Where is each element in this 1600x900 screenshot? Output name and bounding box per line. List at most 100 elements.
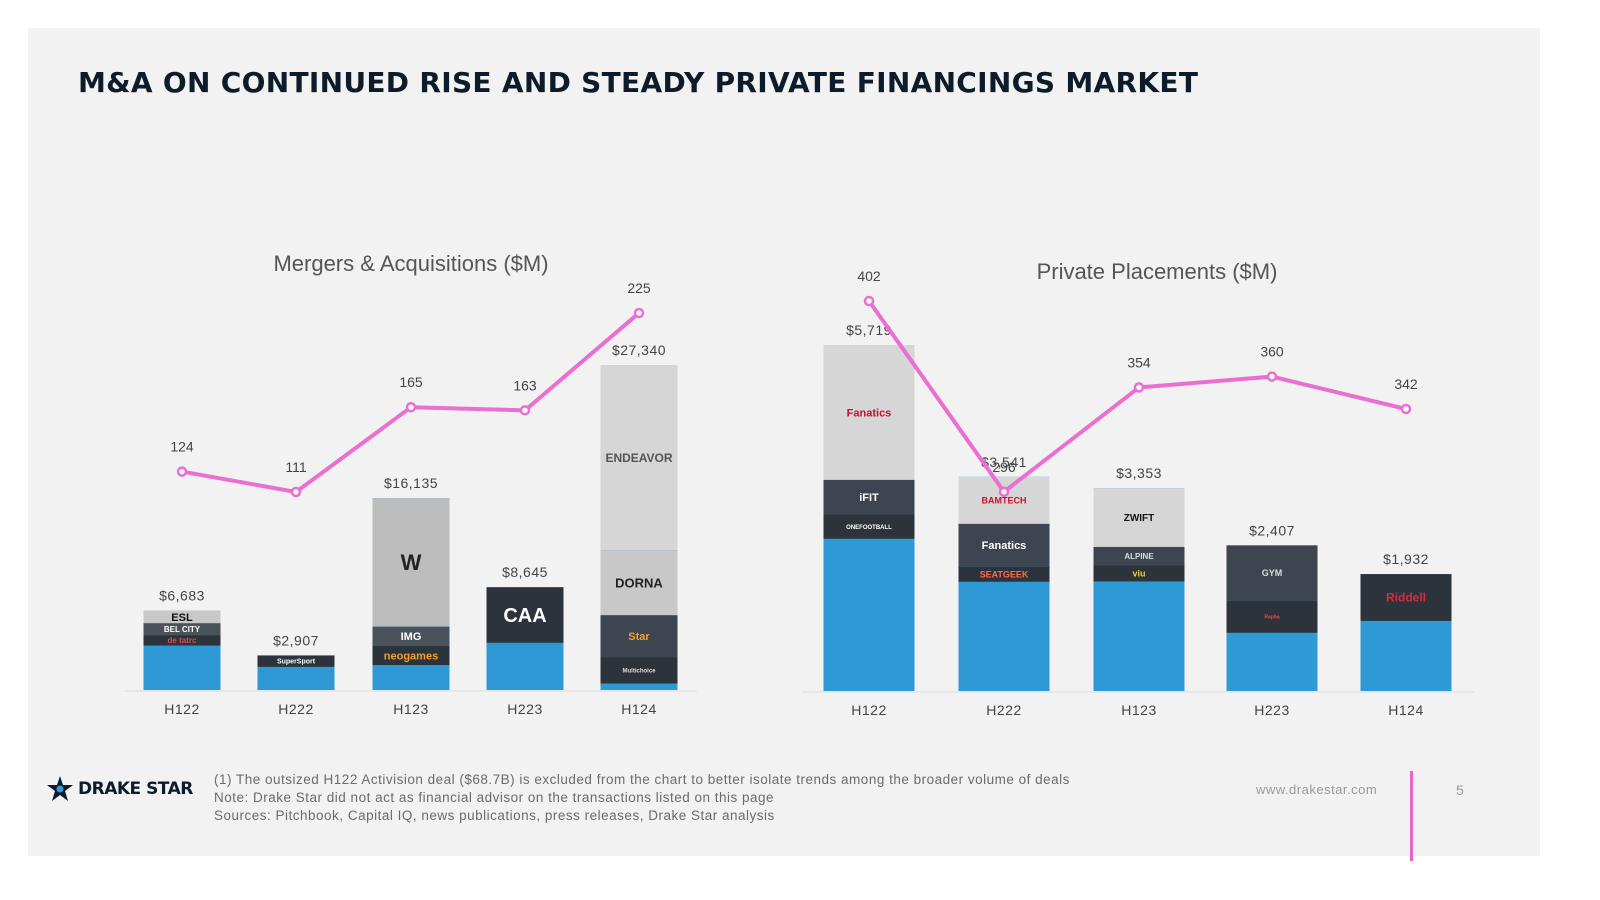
x-tick-label: H122 [164, 701, 199, 717]
bar-segment [257, 655, 335, 667]
deal-logo-label: ENDEAVOR [605, 451, 672, 465]
bar-segment [823, 345, 915, 480]
deal-logo-label: ESL [171, 612, 193, 624]
deal-logo-label: W [401, 550, 422, 575]
bar-segment [1226, 600, 1318, 633]
deal-logo-label: Star [628, 631, 650, 643]
x-tick-label: H123 [393, 701, 428, 717]
deal-count-label: 111 [285, 459, 306, 475]
bar-segment [600, 550, 678, 616]
bar-segment [1226, 545, 1318, 601]
bar-value-label: $6,683 [159, 588, 205, 604]
bar-segment [1093, 488, 1185, 547]
deal-count-point [176, 466, 188, 477]
chart-title-2: Private Placements ($M) [1037, 259, 1278, 284]
x-tick-label: H122 [851, 702, 886, 718]
deal-logo-label: GYM [1262, 568, 1283, 578]
deal-count-label: 296 [992, 459, 1016, 475]
star-icon [47, 776, 73, 801]
bar-segment [1093, 565, 1185, 582]
deal-logo-label: CAA [503, 605, 546, 627]
deal-count-label: 402 [857, 268, 881, 284]
deal-logo-label: ZWIFT [1124, 513, 1155, 524]
deal-count-point [405, 401, 417, 413]
bar-value-label: $5,719 [846, 322, 892, 338]
bar-value-label: $3,541 [981, 454, 1027, 470]
deal-count-label: 342 [1394, 376, 1418, 392]
footnote-2: Note: Drake Star did not act as financia… [214, 790, 775, 805]
bar-value-label: $2,407 [1249, 522, 1295, 538]
x-tick-label: H223 [507, 701, 542, 717]
deal-count-label: 225 [627, 280, 651, 296]
brand-name: DRAKE STAR [78, 779, 193, 799]
bar-value-label: $2,907 [273, 632, 319, 648]
bar-segment [600, 365, 678, 551]
deal-logo-label: Fanatics [982, 540, 1027, 552]
bar-segment [823, 479, 915, 515]
deal-count-label: 163 [513, 377, 537, 393]
bar-value-label: $3,353 [1116, 465, 1162, 481]
footnote-1: (1) The outsized H122 Activision deal ($… [214, 772, 1070, 787]
deal-count-point [863, 295, 875, 307]
deal-logo-label: Rapha [1264, 614, 1280, 620]
deal-count-point [290, 486, 302, 498]
bar-segment [372, 645, 450, 666]
website-link[interactable]: www.drakestar.com [1256, 782, 1378, 797]
x-tick-label: H124 [621, 701, 656, 717]
x-tick-label: H124 [1388, 702, 1423, 718]
deal-count-point [1400, 403, 1412, 415]
bar-value-label: $16,135 [384, 475, 438, 491]
deal-logo-label: SEATGEEK [980, 569, 1029, 579]
deal-count-label: 354 [1127, 354, 1151, 370]
deal-count-point [633, 307, 645, 319]
x-tick-label: H223 [1254, 702, 1289, 718]
bar-segment [823, 514, 915, 539]
deal-logo-label: iFIT [859, 492, 879, 504]
chart-title-1: Mergers & Acquisitions ($M) [273, 251, 548, 276]
deal-logo-label: Riddell [1386, 591, 1426, 605]
bar-segment [600, 657, 678, 684]
bar-segment [958, 523, 1050, 567]
brand-logo: DRAKE STAR [46, 775, 193, 803]
bar-segment [143, 623, 221, 636]
bar-segment [143, 635, 221, 646]
deal-logo-label: BAMTECH [982, 495, 1027, 505]
bar-segment [372, 626, 450, 646]
x-tick-label: H222 [278, 701, 313, 717]
footer-notes: (1) The outsized H122 Activision deal ($… [214, 771, 1070, 825]
deal-count-label: 360 [1260, 344, 1284, 360]
bar-segment [1093, 546, 1185, 566]
page-number: 5 [1456, 782, 1464, 798]
deal-count-point [1133, 382, 1145, 393]
bar-value-label: $8,645 [502, 564, 548, 580]
deal-logo-label: viu [1132, 568, 1145, 578]
bar-segment [958, 476, 1050, 524]
slide: M&A ON CONTINUED RISE AND STEADY PRIVATE… [28, 28, 1540, 856]
bar-value-label: $1,932 [1383, 551, 1429, 567]
x-tick-label: H123 [1121, 702, 1156, 718]
bar-segment [486, 587, 564, 643]
deal-count-line [867, 299, 1407, 494]
bar-segment [600, 615, 678, 658]
deal-logo-label: ALPINE [1124, 552, 1154, 561]
bar-segment [958, 566, 1050, 582]
bar-segment [372, 498, 450, 627]
deal-count-point [998, 486, 1010, 498]
footnote-3: Sources: Pitchbook, Capital IQ, news pub… [214, 808, 775, 823]
deal-count-point [519, 405, 531, 416]
x-tick-label: H222 [986, 702, 1021, 718]
deal-logo-label: SuperSport [277, 659, 316, 666]
bar-segment [143, 610, 221, 624]
deal-logo-label: Fanatics [847, 407, 892, 419]
deal-logo-label: IMG [401, 631, 422, 643]
deal-count-point [1266, 371, 1278, 382]
deal-count-label: 124 [170, 439, 194, 455]
deal-logo-label: ONEFOOTBALL [846, 525, 892, 531]
footer-divider [1410, 771, 1413, 861]
bar-value-label: $27,340 [612, 342, 666, 358]
deal-logo-label: DORNA [615, 575, 663, 590]
deal-logo-label: neogames [384, 650, 438, 662]
bar-segment [1360, 574, 1452, 621]
page-title: M&A ON CONTINUED RISE AND STEADY PRIVATE… [78, 66, 1199, 99]
